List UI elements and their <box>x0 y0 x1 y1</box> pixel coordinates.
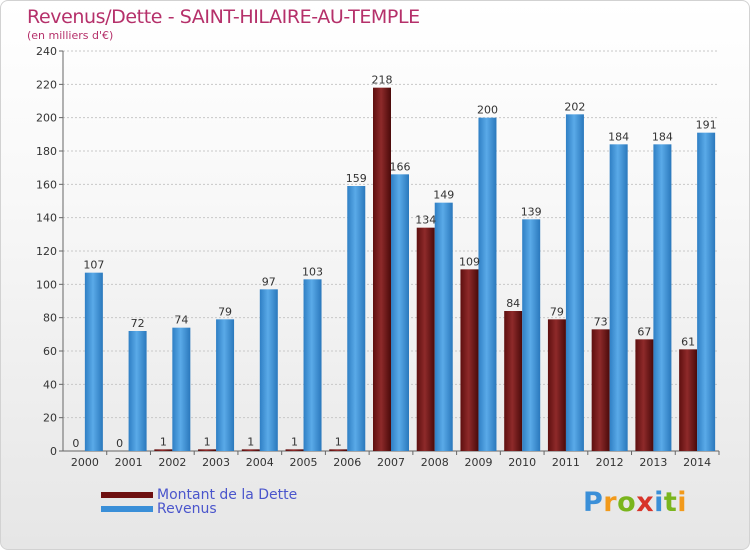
data-label-debt: 1 <box>335 435 342 448</box>
bar-revenue <box>522 219 541 451</box>
bar-revenue <box>565 114 584 451</box>
bar-revenue <box>609 144 628 452</box>
x-tick-label: 2012 <box>596 456 624 469</box>
y-tick-label: 240 <box>36 45 57 58</box>
bar-revenue <box>697 132 716 451</box>
y-tick-label: 200 <box>36 112 57 125</box>
data-label-debt: 1 <box>204 435 211 448</box>
y-tick-label: 180 <box>36 145 57 158</box>
data-label-debt: 0 <box>116 437 123 450</box>
data-label-debt: 109 <box>459 255 480 268</box>
x-tick-label: 2013 <box>639 456 667 469</box>
data-label-debt: 61 <box>681 335 695 348</box>
legend-swatch-revenue <box>101 506 153 512</box>
data-label-revenue: 107 <box>83 259 104 272</box>
y-tick-label: 120 <box>36 245 57 258</box>
y-tick-label: 80 <box>43 312 57 325</box>
data-label-revenue: 184 <box>652 130 673 143</box>
x-tick-label: 2011 <box>552 456 580 469</box>
y-tick-label: 60 <box>43 345 57 358</box>
data-label-debt: 134 <box>415 214 436 227</box>
y-tick-label: 140 <box>36 212 57 225</box>
x-tick-label: 2004 <box>246 456 274 469</box>
bar-revenue <box>216 319 235 451</box>
x-tick-label: 2002 <box>158 456 186 469</box>
data-label-debt: 218 <box>372 74 393 87</box>
x-tick-label: 2009 <box>464 456 492 469</box>
bar-debt <box>285 449 304 451</box>
data-label-revenue: 97 <box>262 275 276 288</box>
data-label-revenue: 166 <box>390 160 411 173</box>
data-label-revenue: 103 <box>302 265 323 278</box>
bar-revenue <box>478 117 497 452</box>
bar-revenue <box>259 289 278 451</box>
data-label-debt: 73 <box>594 315 608 328</box>
bar-debt <box>198 449 217 451</box>
x-tick-label: 2006 <box>333 456 361 469</box>
data-label-debt: 84 <box>506 297 520 310</box>
bar-revenue <box>347 186 366 451</box>
data-label-revenue: 202 <box>564 100 585 113</box>
data-label-revenue: 159 <box>346 172 367 185</box>
data-label-debt: 1 <box>160 435 167 448</box>
bar-revenue <box>84 272 103 451</box>
data-label-revenue: 72 <box>131 317 145 330</box>
bar-debt <box>241 449 260 451</box>
legend-item-debt: Montant de la Dette <box>101 487 297 503</box>
data-label-revenue: 149 <box>433 189 454 202</box>
data-label-debt: 1 <box>247 435 254 448</box>
bar-debt <box>460 269 479 451</box>
data-label-debt: 79 <box>550 305 564 318</box>
data-label-revenue: 74 <box>174 314 188 327</box>
y-tick-label: 0 <box>50 445 57 458</box>
bar-debt <box>591 329 610 451</box>
bar-revenue <box>128 331 147 451</box>
legend-label-revenue: Revenus <box>157 501 217 517</box>
data-label-revenue: 79 <box>218 305 232 318</box>
legend-label-debt: Montant de la Dette <box>157 487 298 503</box>
legend-item-revenue: Revenus <box>101 501 217 517</box>
y-tick-label: 100 <box>36 278 57 291</box>
bar-debt <box>154 449 173 451</box>
bar-revenue <box>172 327 191 451</box>
y-tick-label: 40 <box>43 378 57 391</box>
chart-title: Revenus/Dette - SAINT-HILAIRE-AU-TEMPLE <box>27 6 420 28</box>
data-label-revenue: 184 <box>608 130 629 143</box>
y-tick-label: 20 <box>43 412 57 425</box>
bar-revenue <box>303 279 322 451</box>
bar-debt <box>373 87 391 452</box>
bar-debt <box>416 227 435 451</box>
bar-debt <box>635 339 654 451</box>
x-tick-label: 2014 <box>683 456 711 469</box>
x-tick-label: 2001 <box>115 456 143 469</box>
proxiti-logo: Proxiti <box>583 487 688 518</box>
chart-subtitle: (en milliers d'€) <box>27 29 114 42</box>
data-label-debt: 67 <box>637 325 651 338</box>
bar-revenue <box>434 202 453 451</box>
x-tick-label: 2007 <box>377 456 405 469</box>
bar-debt <box>329 449 348 451</box>
legend-swatch-debt <box>101 492 153 498</box>
bar-revenue <box>653 144 672 452</box>
bar-debt <box>504 311 523 451</box>
data-label-revenue: 139 <box>521 205 542 218</box>
x-tick-label: 2003 <box>202 456 230 469</box>
x-tick-label: 2000 <box>71 456 99 469</box>
data-label-revenue: 200 <box>477 104 498 117</box>
data-label-debt: 0 <box>72 437 79 450</box>
y-tick-label: 220 <box>36 78 57 91</box>
data-label-debt: 1 <box>291 435 298 448</box>
data-label-revenue: 191 <box>696 119 717 132</box>
y-tick-label: 160 <box>36 178 57 191</box>
x-tick-label: 2008 <box>421 456 449 469</box>
x-tick-label: 2010 <box>508 456 536 469</box>
x-tick-label: 2005 <box>290 456 318 469</box>
bar-debt <box>547 319 566 451</box>
bar-debt <box>679 349 698 451</box>
bar-revenue <box>391 174 409 452</box>
